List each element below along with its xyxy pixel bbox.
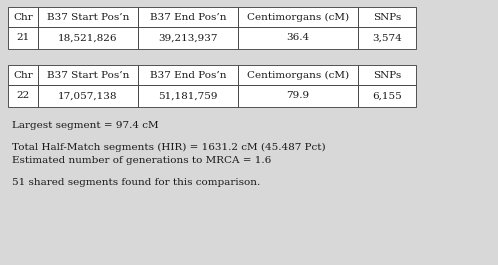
Bar bbox=[38, 27, 138, 49]
Bar bbox=[8, 85, 38, 107]
Text: 18,521,826: 18,521,826 bbox=[58, 33, 118, 42]
Bar bbox=[358, 65, 416, 85]
Text: 21: 21 bbox=[16, 33, 29, 42]
Bar bbox=[38, 85, 138, 107]
Bar bbox=[8, 65, 38, 85]
Bar bbox=[238, 27, 358, 49]
Text: 79.9: 79.9 bbox=[286, 91, 310, 100]
Text: SNPs: SNPs bbox=[373, 70, 401, 80]
Bar bbox=[8, 7, 38, 27]
Bar bbox=[38, 65, 138, 85]
Text: Largest segment = 97.4 cM: Largest segment = 97.4 cM bbox=[12, 121, 159, 130]
Text: 3,574: 3,574 bbox=[372, 33, 402, 42]
Text: 51 shared segments found for this comparison.: 51 shared segments found for this compar… bbox=[12, 178, 260, 187]
Text: B37 Start Pos’n: B37 Start Pos’n bbox=[47, 12, 129, 21]
Bar bbox=[238, 65, 358, 85]
Text: 39,213,937: 39,213,937 bbox=[158, 33, 218, 42]
Text: 17,057,138: 17,057,138 bbox=[58, 91, 118, 100]
Text: B37 End Pos’n: B37 End Pos’n bbox=[150, 70, 226, 80]
Text: B37 Start Pos’n: B37 Start Pos’n bbox=[47, 70, 129, 80]
Bar bbox=[138, 27, 238, 49]
Text: 51,181,759: 51,181,759 bbox=[158, 91, 218, 100]
Text: Chr: Chr bbox=[13, 70, 33, 80]
Bar bbox=[8, 27, 38, 49]
Text: 36.4: 36.4 bbox=[286, 33, 310, 42]
Bar bbox=[238, 85, 358, 107]
Bar bbox=[138, 65, 238, 85]
Text: 22: 22 bbox=[16, 91, 29, 100]
Bar bbox=[358, 85, 416, 107]
Text: Centimorgans (cM): Centimorgans (cM) bbox=[247, 70, 349, 80]
Bar bbox=[138, 85, 238, 107]
Text: Estimated number of generations to MRCA = 1.6: Estimated number of generations to MRCA … bbox=[12, 156, 271, 165]
Text: B37 End Pos’n: B37 End Pos’n bbox=[150, 12, 226, 21]
Text: Centimorgans (cM): Centimorgans (cM) bbox=[247, 12, 349, 21]
Text: SNPs: SNPs bbox=[373, 12, 401, 21]
Bar bbox=[138, 7, 238, 27]
Bar bbox=[238, 7, 358, 27]
Bar bbox=[358, 7, 416, 27]
Text: 6,155: 6,155 bbox=[372, 91, 402, 100]
Bar bbox=[358, 27, 416, 49]
Text: Total Half-Match segments (HIR) = 1631.2 cM (45.487 Pct): Total Half-Match segments (HIR) = 1631.2… bbox=[12, 143, 326, 152]
Bar bbox=[38, 7, 138, 27]
Text: Chr: Chr bbox=[13, 12, 33, 21]
